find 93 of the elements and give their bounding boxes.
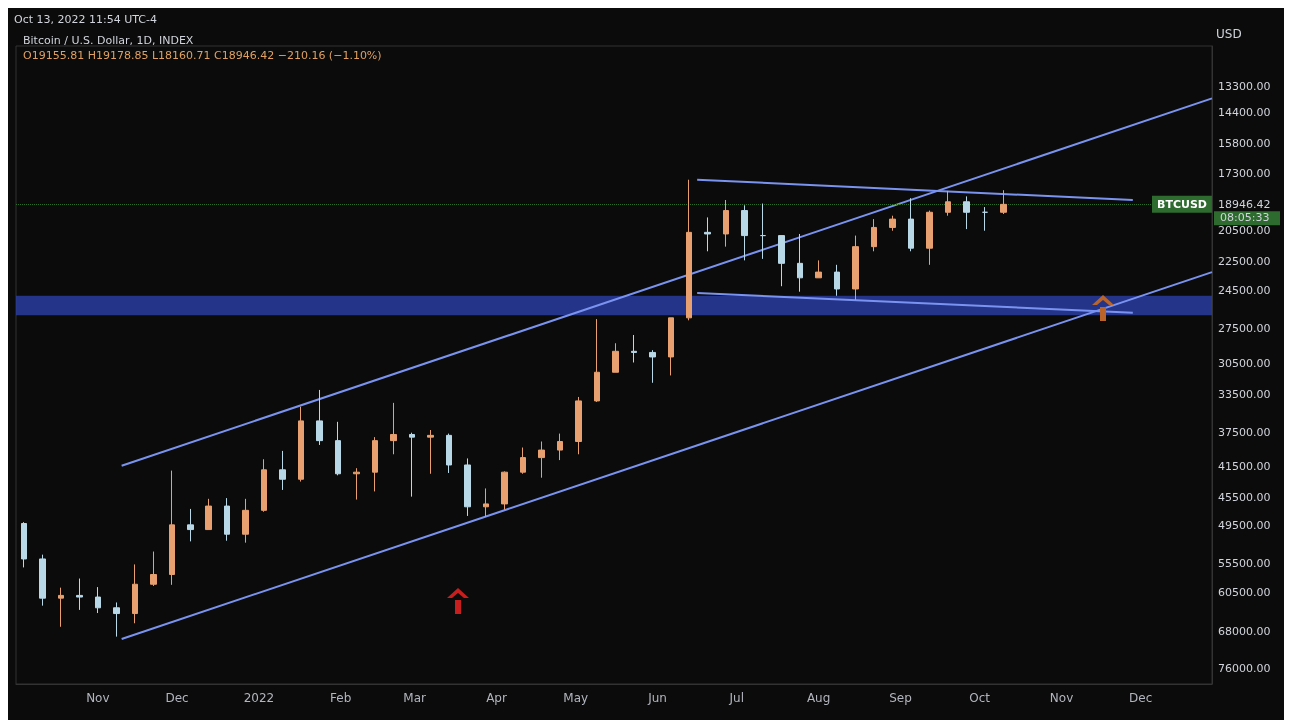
x-tick-label: Apr: [486, 691, 507, 705]
candlestick: [557, 433, 563, 461]
candlestick: [815, 259, 822, 279]
candlestick: [427, 429, 434, 475]
candlestick: [926, 210, 933, 266]
candlestick: [575, 396, 582, 455]
candlestick: [187, 508, 194, 542]
y-tick-label: 37500.00: [1218, 426, 1271, 440]
x-tick-label: Feb: [330, 691, 352, 705]
candlestick: [797, 233, 803, 293]
candlestick: [279, 450, 286, 491]
x-tick-label: 2022: [243, 691, 275, 705]
y-tick-label: 22500.00: [1218, 255, 1271, 269]
candlestick: [483, 487, 489, 518]
candlestick: [668, 317, 674, 376]
x-tick-label: Aug: [806, 691, 831, 705]
candlestick: [760, 203, 766, 260]
y-tick-label: 24500.00: [1218, 283, 1271, 297]
x-tick-label: Jun: [647, 691, 667, 705]
y-tick-label: 20500.00: [1218, 224, 1271, 238]
candlestick: [409, 432, 415, 498]
candlestick: [778, 235, 785, 287]
y-tick-label: 41500.00: [1218, 460, 1271, 474]
candlestick: [723, 199, 729, 248]
y-tick-label: 14400.00: [1218, 106, 1271, 120]
candlestick: [520, 447, 526, 475]
y-tick-label: 17300.00: [1218, 167, 1271, 181]
candlestick: [150, 551, 157, 587]
candlestick: [686, 179, 692, 321]
candlestick: [612, 342, 619, 373]
text: 08:05:33: [1220, 211, 1270, 225]
y-tick-label: 76000.00: [1218, 662, 1271, 676]
candlestick: [704, 216, 711, 252]
candlestick: [58, 587, 64, 628]
candlestick: [631, 334, 637, 363]
candlestick: [871, 218, 877, 252]
y-tick-label: 45500.00: [1218, 490, 1271, 504]
candlestick: [852, 235, 859, 301]
candlestick: [132, 563, 138, 624]
candlestick: [741, 204, 748, 261]
x-tick-label: Dec: [1129, 691, 1153, 705]
y-tick-label: 18946.42: [1218, 197, 1271, 211]
y-axis-title: USD: [1216, 27, 1242, 41]
candlestick: [1000, 189, 1007, 215]
x-tick-label: Nov: [86, 691, 110, 705]
x-tick-label: Mar: [403, 691, 427, 705]
chart-subtitle: O19155.81 H19178.85 L18160.71 C18946.42 −210.16 (−1.10%): [23, 49, 382, 62]
candlestick: [242, 498, 249, 544]
candlestick: [889, 215, 896, 232]
candlestick: [834, 264, 840, 297]
candlestick: [372, 436, 378, 492]
candlestick: [594, 318, 600, 403]
candlestick: [95, 586, 101, 614]
candlestick: [538, 441, 545, 479]
candlestick: [21, 521, 27, 568]
candlestick: [649, 349, 656, 384]
candlestick: [298, 406, 304, 483]
candlestick: [205, 498, 212, 531]
candlestick: [982, 206, 988, 232]
ref-line-label: BTCUSD: [1157, 197, 1207, 211]
y-tick-label: 15800.00: [1218, 137, 1271, 151]
candlestick: [908, 197, 914, 252]
candlestick: [963, 195, 970, 230]
y-tick-label: 33500.00: [1218, 388, 1271, 402]
x-tick-label: Nov: [1049, 691, 1074, 705]
x-tick-label: Oct: [969, 691, 991, 705]
candlestick: [945, 190, 951, 217]
x-tick-label: May: [563, 691, 589, 705]
candlestick: [113, 601, 120, 638]
candlestick: [353, 467, 360, 501]
candlestick: [501, 470, 508, 511]
y-tick-label: 30500.00: [1218, 357, 1271, 371]
candlestick: [261, 458, 267, 513]
candlestick: [39, 554, 46, 607]
candlestick: [224, 497, 230, 542]
candlestick: [464, 457, 471, 517]
chart-title: Bitcoin / U.S. Dollar, 1D, INDEX: [23, 34, 194, 47]
y-tick-label: 68000.00: [1218, 625, 1271, 639]
candlestick: [169, 470, 175, 586]
y-tick-label: 27500.00: [1218, 322, 1271, 336]
y-tick-label: 49500.00: [1218, 519, 1271, 533]
text: Oct 13, 2022 11:54 UTC-4: [14, 13, 157, 26]
x-tick-label: Dec: [165, 691, 189, 705]
candlestick: [390, 402, 397, 455]
candlestick: [76, 578, 83, 611]
x-tick-label: Sep: [889, 691, 912, 705]
y-tick-label: 55500.00: [1218, 557, 1271, 571]
y-tick-label: 13300.00: [1218, 79, 1271, 93]
candlestick: [446, 433, 452, 474]
candlestick: [316, 389, 323, 446]
candlestick: [335, 421, 341, 476]
x-tick-label: Jul: [728, 691, 745, 705]
y-tick-label: 60500.00: [1218, 586, 1271, 600]
